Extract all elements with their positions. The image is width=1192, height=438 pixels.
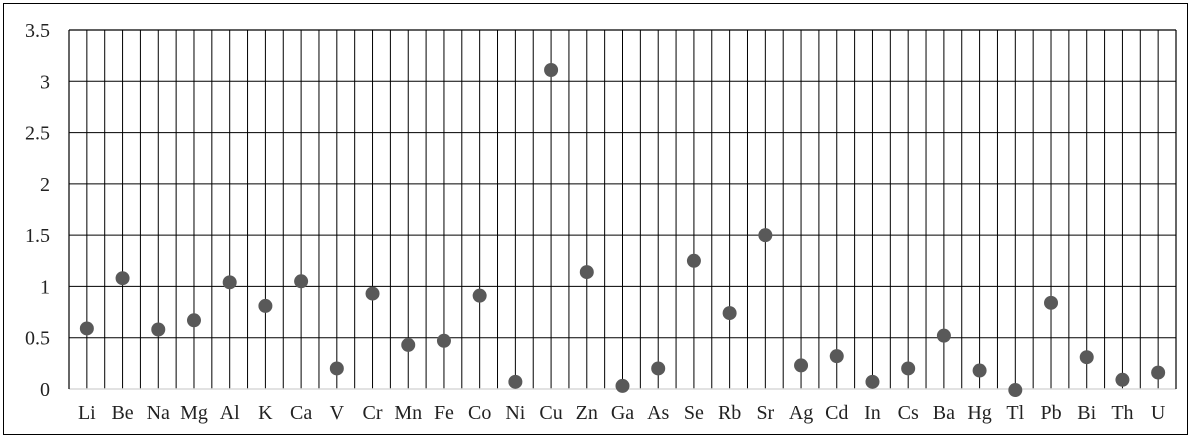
x-category-label: Fe [434, 402, 454, 424]
data-point-ag [794, 358, 809, 373]
data-point-ca [294, 274, 309, 289]
data-point-u [1151, 365, 1166, 380]
x-category-label: Al [220, 402, 240, 424]
data-point-mn [401, 337, 416, 352]
data-point-pb [1044, 295, 1059, 310]
x-category-label: Ga [611, 402, 634, 424]
data-point-al [222, 275, 237, 290]
x-category-label: Th [1111, 402, 1133, 424]
data-point-se [686, 253, 701, 268]
x-category-label: Ca [290, 402, 312, 424]
x-category-label: Cr [363, 402, 383, 424]
data-point-as [651, 361, 666, 376]
x-category-label: Cd [825, 402, 848, 424]
x-category-label: K [258, 402, 273, 424]
data-point-li [79, 321, 94, 336]
data-point-be [115, 271, 130, 286]
data-point-sr [758, 228, 773, 243]
y-axis-tick-labels: 0 0.5 1 1.5 2 2.5 3 3.5 [25, 20, 50, 401]
data-point-k [258, 298, 273, 313]
x-category-label: V [330, 402, 345, 424]
x-category-label: Mg [180, 402, 208, 424]
x-category-label: Zn [576, 402, 598, 424]
x-category-label: Rb [718, 402, 741, 424]
data-point-co [472, 288, 487, 303]
x-axis-category-labels: Li Be Na Mg Al K Ca V Cr Mn Fe Co Ni Cu Zn Ga As Se Rb Sr Ag… [78, 402, 1166, 424]
x-category-label: Cs [898, 402, 919, 424]
y-tick-label: 1 [40, 276, 50, 298]
x-category-label: Be [111, 402, 133, 424]
data-point-cs [901, 361, 916, 376]
x-category-label: Sr [756, 402, 774, 424]
x-category-label: Tl [1006, 402, 1024, 424]
y-tick-label: 1.5 [25, 225, 50, 247]
x-category-label: Ag [789, 402, 813, 424]
data-point-cu [544, 63, 559, 78]
x-category-label: Na [147, 402, 170, 424]
y-tick-label: 3.5 [25, 20, 50, 42]
data-point-na [151, 322, 166, 337]
x-category-label: Ni [505, 402, 525, 424]
data-points [79, 63, 1166, 398]
x-category-label: Co [468, 402, 491, 424]
x-category-label: Bi [1077, 402, 1096, 424]
x-category-label: U [1151, 402, 1166, 424]
data-point-in [865, 374, 880, 389]
x-category-label: Se [684, 402, 704, 424]
x-category-label: In [864, 402, 881, 424]
data-point-v [329, 361, 344, 376]
data-point-bi [1079, 350, 1094, 365]
data-point-ni [508, 374, 523, 389]
y-tick-label: 0.5 [25, 328, 50, 350]
y-tick-label: 2 [40, 174, 50, 196]
data-point-zn [579, 265, 594, 280]
x-category-label: Cu [539, 402, 562, 424]
x-category-label: Mn [394, 402, 422, 424]
data-point-cr [365, 286, 380, 301]
data-point-hg [972, 363, 987, 378]
data-point-rb [722, 306, 737, 321]
data-point-th [1115, 372, 1130, 387]
x-category-label: Li [78, 402, 96, 424]
x-category-label: Hg [967, 402, 991, 424]
data-point-ba [936, 328, 951, 343]
data-point-tl [1008, 383, 1023, 398]
y-tick-label: 3 [40, 71, 50, 93]
chart-frame [3, 3, 1188, 435]
y-tick-label: 2.5 [25, 123, 50, 145]
y-tick-label: 0 [40, 379, 50, 401]
x-category-label: As [647, 402, 669, 424]
data-point-cd [829, 349, 844, 364]
x-category-label: Pb [1040, 402, 1061, 424]
data-point-ga [615, 378, 630, 393]
data-point-fe [436, 333, 451, 348]
x-category-label: Ba [933, 402, 955, 424]
vertical-gridlines [86, 30, 1159, 389]
data-point-mg [186, 313, 201, 328]
